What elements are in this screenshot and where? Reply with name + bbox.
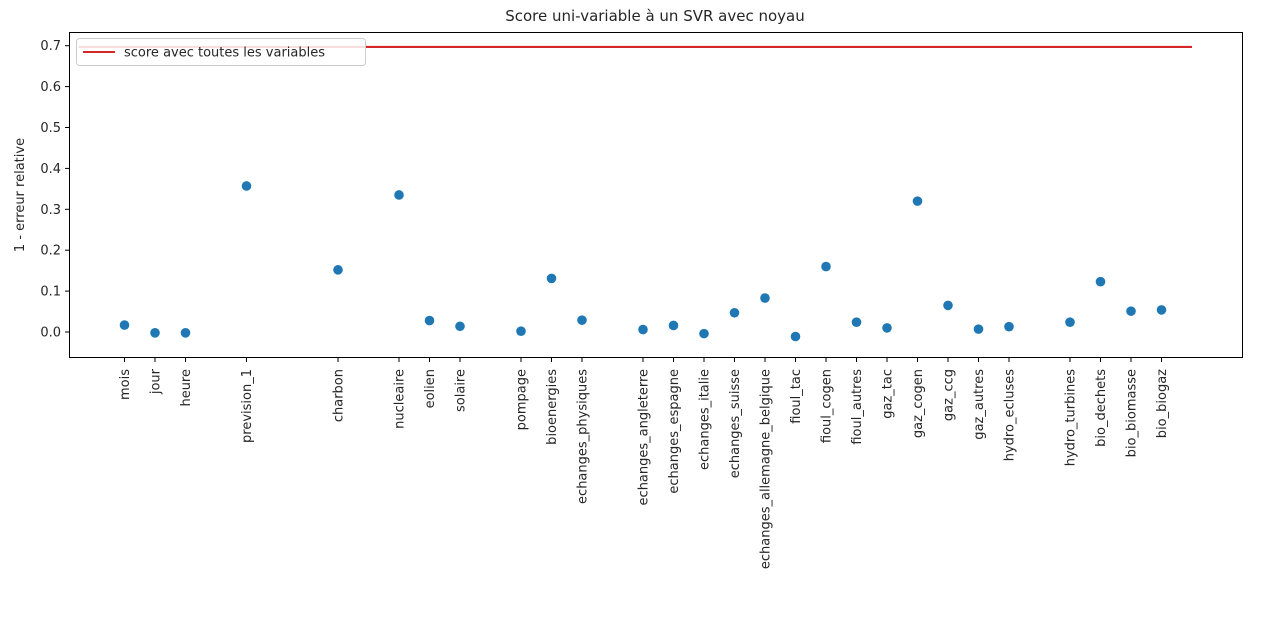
y-axis-label: 1 - erreur relative: [13, 138, 28, 252]
data-point: [394, 190, 404, 200]
data-point: [333, 265, 343, 275]
x-tick-label: echanges_suisse: [728, 369, 743, 478]
data-point: [180, 328, 191, 338]
x-tick-label: heure: [179, 369, 194, 407]
x-axis: mois jour heure prevision_1 charbon nucleaire…: [118, 357, 1170, 569]
data-point: [1065, 317, 1075, 327]
x-tick-label: gaz_cogen: [911, 369, 926, 438]
data-point: [729, 307, 740, 318]
y-tick-label: 0.2: [40, 244, 61, 259]
x-tick-label: echanges_allemagne_belgique: [759, 369, 774, 569]
x-tick-label: bio_biomasse: [1125, 369, 1140, 457]
data-point: [1126, 306, 1136, 316]
y-axis: 0.0 0.1 0.2 0.3 0.4 0.5 0.6 0.7: [40, 39, 70, 341]
data-point: [943, 300, 953, 311]
x-tick-label: mois: [118, 369, 133, 400]
legend-box: [76, 38, 366, 66]
x-tick-label: jour: [149, 368, 164, 395]
y-tick-label: 0.0: [40, 326, 61, 341]
data-point: [1004, 321, 1014, 332]
x-tick-label: gaz_ccg: [942, 369, 957, 421]
x-tick-label: prevision_1: [240, 369, 255, 443]
legend-label: score avec toutes les variables: [124, 46, 325, 61]
x-tick-label: fioul_autres: [850, 369, 865, 445]
data-point: [455, 321, 465, 332]
y-tick-label: 0.4: [40, 162, 61, 177]
y-tick-label: 0.3: [40, 203, 61, 218]
x-tick-label: solaire: [454, 369, 469, 412]
y-tick-label: 0.5: [40, 121, 61, 136]
data-point: [821, 261, 831, 272]
plot-area: [69, 32, 1243, 358]
data-point: [516, 326, 526, 336]
data-point: [638, 324, 648, 335]
data-point: [119, 320, 130, 330]
y-tick-label: 0.6: [40, 80, 61, 95]
data-point: [912, 196, 923, 206]
x-tick-label: bio_dechets: [1094, 369, 1109, 447]
data-point: [241, 181, 252, 191]
data-point: [1095, 276, 1106, 287]
x-tick-label: echanges_espagne: [667, 369, 682, 494]
data-point: [790, 331, 801, 342]
data-point: [1156, 305, 1167, 315]
data-point: [668, 320, 679, 331]
x-tick-label: echanges_physiques: [576, 369, 591, 504]
x-tick-label: hydro_turbines: [1064, 369, 1079, 466]
x-tick-label: gaz_autres: [972, 369, 987, 440]
data-point: [851, 317, 862, 327]
data-point: [699, 328, 709, 339]
data-point: [150, 328, 160, 338]
x-tick-label: charbon: [332, 369, 347, 422]
x-tick-label: hydro_ecluses: [1003, 369, 1018, 461]
x-tick-label: gaz_tac: [881, 369, 896, 419]
x-tick-label: eolien: [423, 369, 438, 408]
data-points: [119, 181, 1167, 342]
x-tick-label: echanges_angleterre: [637, 369, 652, 505]
data-point: [882, 323, 892, 333]
x-tick-label: fioul_tac: [789, 369, 804, 424]
data-point: [577, 315, 587, 325]
x-tick-label: bio_biogaz: [1155, 369, 1170, 438]
x-tick-label: nucleaire: [393, 369, 408, 429]
legend: score avec toutes les variables: [76, 38, 366, 66]
x-tick-label: echanges_italie: [698, 369, 713, 470]
data-point: [424, 315, 435, 326]
data-point: [760, 293, 770, 303]
chart-title: Score uni-variable à un SVR avec noyau: [505, 7, 805, 25]
x-tick-label: fioul_cogen: [820, 369, 835, 443]
x-tick-label: bioenergies: [545, 369, 560, 445]
y-tick-label: 0.7: [40, 39, 61, 54]
data-point: [546, 273, 557, 284]
data-point: [973, 324, 984, 334]
y-tick-label: 0.1: [40, 285, 61, 300]
x-tick-label: pompage: [515, 369, 530, 430]
